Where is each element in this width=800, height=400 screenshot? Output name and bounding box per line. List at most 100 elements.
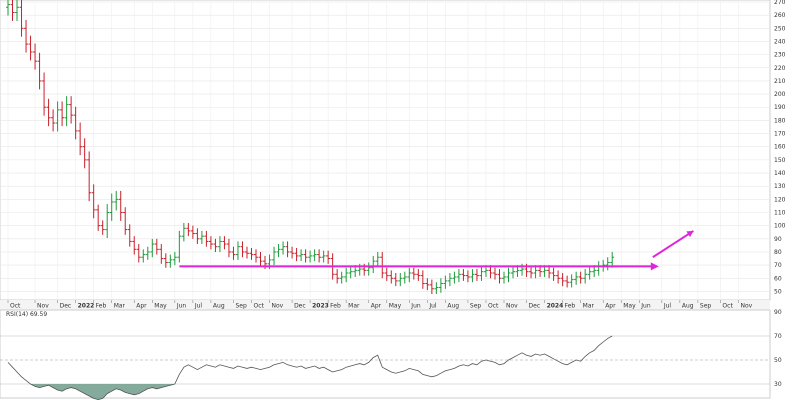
price-y-tick-label: 270: [774, 0, 786, 6]
breakout-arrow-shaft: [652, 230, 694, 259]
ohlc-bar: [569, 274, 574, 288]
support-line: [179, 262, 659, 271]
ohlc-bar: [46, 98, 51, 127]
price-y-tick-label: 90: [774, 236, 782, 243]
ohlc-bar: [24, 19, 29, 53]
ohlc-bar: [281, 241, 286, 255]
date-tick-label: Sep: [700, 303, 712, 310]
date-tick-label: Nov: [740, 303, 752, 310]
date-tick-label: Jun: [640, 303, 651, 310]
ohlc-bar: [190, 225, 195, 239]
ohlc-bar: [254, 249, 258, 263]
ohlc-bar: [240, 241, 245, 258]
ohlc-bar: [55, 101, 60, 132]
ohlc-bar: [60, 101, 65, 127]
price-y-tick-label: 250: [774, 25, 786, 32]
price-panel: 50 60 70 80 90 100 110 120 130 140 150 160 170 180 190…: [0, 0, 786, 301]
ohlc-bar: [186, 223, 191, 237]
ohlc-bar: [159, 244, 164, 264]
ohlc-bar: [565, 275, 570, 288]
ohlc-bar: [208, 236, 213, 250]
ohlc-bar: [456, 269, 461, 283]
ohlc-bar: [249, 248, 254, 260]
ohlc-bar: [244, 246, 249, 259]
ohlc-bar: [610, 251, 615, 268]
ohlc-bar: [411, 267, 416, 280]
ohlc-bar: [438, 278, 443, 293]
ohlc-bar: [231, 246, 236, 260]
ohlc-bar: [407, 267, 412, 283]
ohlc-bar: [73, 106, 78, 140]
ohlc-bar: [384, 267, 389, 281]
price-y-tick-label: 100: [774, 223, 786, 230]
breakout-arrow: [652, 230, 694, 259]
ohlc-bar: [416, 269, 421, 281]
ohlc-bar: [15, 0, 20, 21]
ohlc-bar: [141, 249, 146, 263]
ohlc-bar: [335, 269, 340, 284]
ohlc-bar: [321, 250, 326, 263]
ohlc-bar: [452, 271, 457, 284]
ohlc-bar: [344, 267, 349, 283]
date-tick-label: May: [154, 303, 167, 310]
date-tick-label: Mar: [114, 303, 126, 310]
ohlc-bar: [605, 257, 610, 271]
date-tick-label: Jul: [663, 303, 672, 310]
ohlc-bar: [127, 224, 132, 247]
price-y-tick-label: 220: [774, 65, 786, 72]
date-tick-label: Sep: [235, 303, 247, 310]
date-tick-label: Mar: [348, 303, 360, 310]
ohlc-bar: [276, 244, 281, 258]
date-tick-label: Oct: [488, 303, 499, 310]
rsi-y-tick-label: 50: [774, 357, 782, 364]
rsi-y-tick-label: 30: [774, 381, 782, 388]
date-tick-label: Nov: [272, 303, 284, 310]
ohlc-bar: [317, 249, 322, 263]
ohlc-bars: [6, 0, 615, 295]
date-tick-label: Aug: [682, 303, 694, 310]
date-tick-label: Feb: [565, 303, 576, 310]
ohlc-bar: [506, 267, 511, 283]
rsi-y-axis: 30 50 70 90: [774, 309, 782, 388]
date-tick-label: 2024: [547, 303, 564, 310]
price-gridlines: [0, 0, 770, 300]
price-y-tick-label: 210: [774, 78, 786, 85]
support-line-arrowhead: [650, 262, 659, 271]
date-tick-label: Mar: [583, 303, 595, 310]
price-y-tick-label: 200: [774, 91, 786, 98]
date-tick-label: Dec: [60, 303, 72, 310]
ohlc-bar: [33, 43, 38, 70]
ohlc-bar: [168, 254, 173, 268]
price-y-tick-label: 150: [774, 157, 786, 164]
ohlc-bar: [199, 230, 204, 245]
ohlc-bar: [371, 255, 376, 274]
price-y-tick-label: 50: [774, 288, 782, 295]
rsi-y-tick-label: 70: [774, 333, 782, 340]
ohlc-bar: [91, 184, 96, 219]
ohlc-bar: [96, 204, 101, 231]
ohlc-bar: [560, 273, 565, 287]
ohlc-bar: [375, 251, 380, 267]
ohlc-bar: [447, 273, 452, 287]
date-tick-label: May: [389, 303, 402, 310]
ohlc-bar: [326, 250, 331, 264]
ohlc-bar: [443, 275, 448, 289]
date-tick-label: Apr: [371, 303, 382, 310]
ohlc-bar: [272, 246, 277, 266]
date-tick-label: Apr: [136, 303, 147, 310]
price-y-tick-label: 180: [774, 117, 786, 124]
date-tick-label: Oct: [722, 303, 733, 310]
ohlc-bar: [529, 266, 534, 279]
ohlc-bar: [380, 251, 385, 279]
ohlc-bar: [402, 271, 407, 284]
ohlc-bar: [497, 269, 502, 284]
ohlc-bar: [51, 109, 56, 132]
ohlc-bar: [461, 269, 466, 281]
date-tick-label: Jul: [194, 303, 203, 310]
ohlc-bar: [123, 207, 128, 235]
ohlc-bar: [583, 269, 588, 284]
rsi-legend-label: RSI(14) 69.59: [6, 311, 47, 318]
date-tick-label: Dec: [294, 303, 306, 310]
ohlc-bar: [195, 228, 200, 245]
